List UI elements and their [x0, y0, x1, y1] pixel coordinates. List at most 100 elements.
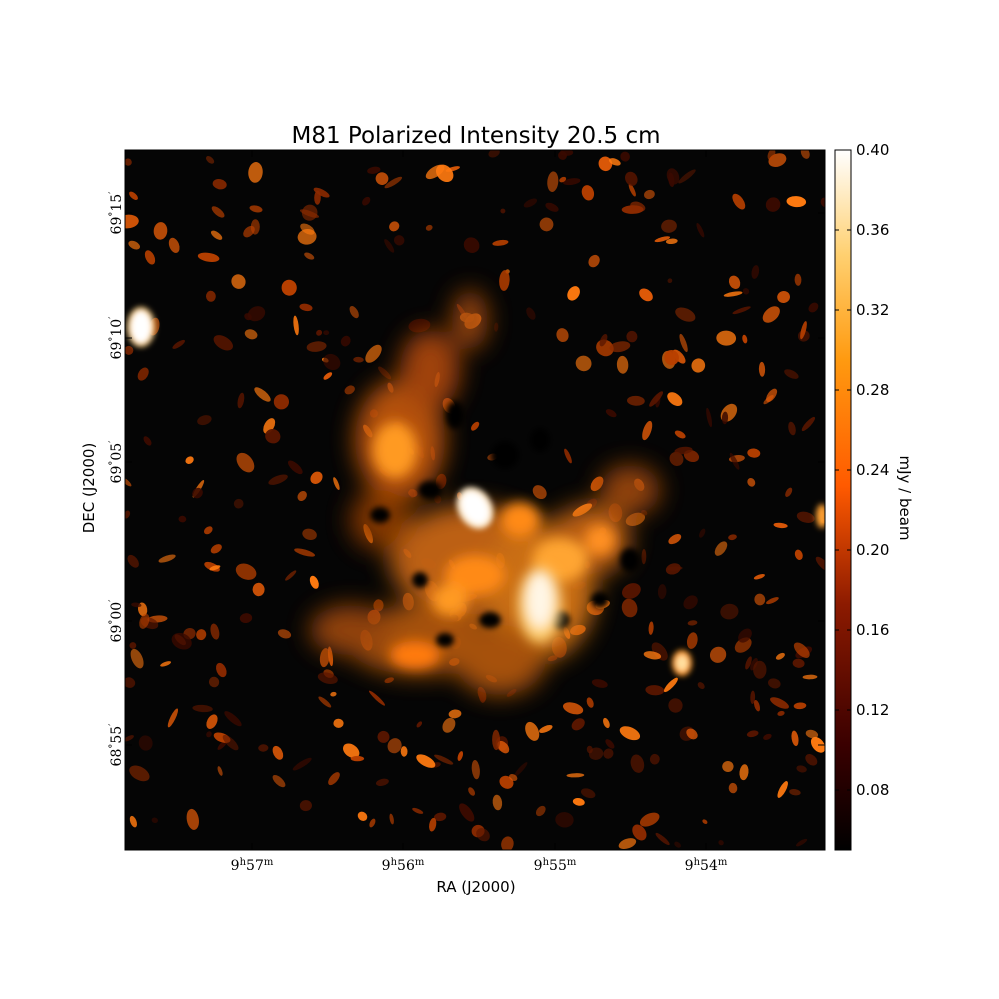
y-axis: 69°15′ 69°10′ 69°05′ 69°00′ 68°55′ [108, 191, 825, 767]
noise-blob [125, 158, 132, 166]
noise-blob [192, 704, 213, 713]
noise-blob [619, 726, 641, 741]
colorbar-gradient [834, 149, 852, 851]
noise-blob [206, 714, 218, 729]
noise-blob [343, 743, 360, 759]
colorbar-tick-label: 0.08 [856, 781, 889, 799]
noise-blob [742, 334, 748, 344]
noise-blob [470, 421, 480, 431]
noise-blob [667, 278, 673, 284]
noise-blob [294, 548, 316, 557]
noise-blob [669, 451, 684, 466]
noise-blob [319, 648, 330, 668]
noise-blob [738, 628, 752, 643]
noise-blob [139, 613, 150, 629]
noise-blob [476, 828, 490, 842]
noise-blob [247, 306, 266, 322]
noise-blob [801, 416, 816, 432]
noise-blob [649, 753, 660, 765]
noise-blob [297, 490, 307, 502]
noise-blob [425, 224, 433, 231]
noise-blob [643, 189, 655, 200]
noise-blob [509, 773, 518, 782]
noise-blob [766, 597, 779, 605]
noise-blob [539, 217, 554, 232]
noise-blob [206, 156, 215, 164]
noise-blob [137, 367, 149, 381]
galaxy-emission [310, 290, 660, 695]
tick-label: 68°55′ [108, 723, 126, 767]
colorbar-tick-label: 0.20 [856, 541, 889, 559]
noise-blob [235, 563, 257, 580]
noise-blob [231, 274, 246, 289]
noise-blob [224, 711, 242, 727]
noise-blob [333, 718, 344, 728]
noise-blob [641, 549, 647, 565]
noise-blob [186, 808, 199, 830]
noise-blob [350, 755, 365, 762]
noise-blob [488, 150, 500, 158]
noise-blob [389, 221, 400, 232]
colorbar-tick-label: 0.12 [856, 701, 889, 719]
noise-blob [318, 696, 332, 708]
noise-blob [802, 674, 818, 680]
noise-blob [258, 744, 269, 752]
noise-blob [249, 205, 263, 213]
noise-blob [762, 306, 780, 323]
noise-blob [686, 728, 698, 740]
noise-blob [499, 270, 510, 291]
noise-blob [272, 745, 284, 760]
noise-blob [323, 330, 330, 336]
noise-blob [683, 595, 698, 610]
noise-blob [728, 275, 741, 289]
noise-blob [567, 286, 580, 301]
noise-blob [564, 448, 572, 464]
noise-blob [616, 355, 629, 374]
noise-blob [212, 178, 227, 190]
colorbar: 0.08 0.12 0.16 0.20 0.24 0.28 0.32 0.36 0.40 mJy… [834, 141, 914, 851]
noise-blob [523, 198, 538, 208]
tick-label: 9h55m [534, 857, 577, 875]
noise-blob [301, 204, 318, 221]
noise-blob [499, 775, 514, 789]
noise-blob [605, 409, 617, 418]
noise-blob [588, 254, 600, 268]
noise-blob [793, 702, 807, 710]
noise-blob [586, 745, 593, 754]
noise-blob [353, 356, 364, 363]
noise-blob [667, 566, 683, 571]
noise-blob [532, 485, 547, 500]
noise-blob [674, 446, 693, 455]
noise-blob [333, 477, 340, 491]
noise-blob [513, 762, 528, 777]
noise-blob [562, 178, 581, 186]
noise-blob [699, 528, 706, 538]
noise-blob [571, 718, 585, 731]
noise-blob [457, 751, 464, 761]
noise-blob [657, 584, 667, 600]
noise-blob [661, 219, 677, 233]
noise-blob [642, 420, 653, 441]
noise-blob [433, 812, 447, 822]
noise-blob [293, 315, 299, 336]
noise-blob [753, 573, 765, 580]
tick-label: 69°10′ [108, 316, 126, 360]
noise-blob [494, 322, 499, 332]
noise-blob [555, 812, 574, 828]
noise-blob [556, 328, 569, 343]
noise-blob [357, 811, 368, 821]
noise-blob [500, 208, 506, 214]
noise-blob [663, 677, 678, 693]
noise-blob [747, 448, 761, 458]
noise-blob [639, 288, 653, 302]
noise-blob [330, 691, 337, 697]
noise-blob [716, 330, 737, 346]
colorbar-tick-label: 0.28 [856, 381, 889, 399]
noise-blob [796, 765, 807, 773]
noise-blob [138, 735, 153, 751]
noise-blob [796, 511, 815, 523]
noise-blob [566, 773, 585, 778]
noise-blob [309, 575, 319, 589]
noise-blob [632, 824, 647, 841]
noise-blob [317, 672, 338, 684]
